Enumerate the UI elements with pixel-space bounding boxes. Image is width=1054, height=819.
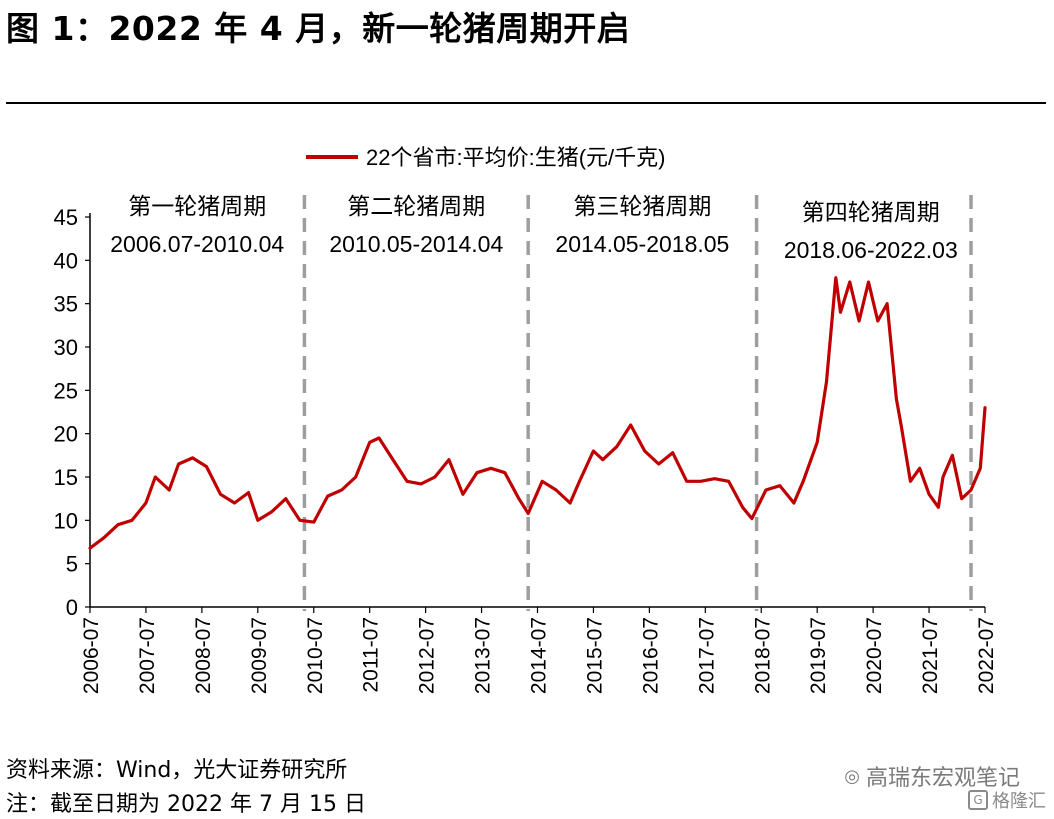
y-tick-label: 40 [54, 248, 78, 273]
x-tick-label: 2019-07 [807, 617, 830, 694]
brand-logo-icon: G [968, 790, 988, 810]
line-chart: 22个省市:平均价:生猪(元/千克) 第一轮猪周期 2006.07-2010.04… [54, 145, 998, 694]
chart-axes: 0 5 10 15 20 25 30 35 40 45 2006-07 2007-07 2008-07 2… [54, 205, 998, 694]
x-tick-label: 2009-07 [248, 617, 271, 694]
x-tick-label: 2014-07 [528, 617, 551, 694]
x-tick-label: 2011-07 [360, 617, 383, 693]
series-line-pig-price [88, 276, 987, 550]
date-note: 注：截至日期为 2022 年 7 月 15 日 [6, 792, 366, 817]
x-tick-label: 2020-07 [863, 617, 886, 694]
x-tick-label: 2017-07 [695, 617, 718, 694]
cycle-range-label: 2018.06-2022.03 [784, 237, 958, 263]
brand-name: 格隆汇 [992, 791, 1046, 812]
x-tick-label: 2022-07 [975, 617, 998, 694]
x-tick-label: 2007-07 [136, 617, 159, 694]
legend-label: 22个省市:平均价:生猪(元/千克) [366, 145, 665, 170]
x-tick-label: 2013-07 [472, 617, 495, 694]
x-tick-label: 2018-07 [751, 617, 774, 694]
source-note: 资料来源：Wind，光大证券研究所 [6, 758, 348, 783]
cycle-name-label: 第一轮猪周期 [128, 193, 266, 219]
x-tick-label: 2016-07 [639, 617, 662, 694]
cycle-name-label: 第二轮猪周期 [347, 193, 485, 219]
x-tick-label: 2015-07 [583, 617, 606, 694]
y-tick-label: 0 [66, 595, 78, 620]
y-tick-label: 20 [54, 422, 78, 447]
wechat-watermark: ◎ 高瑞东宏观笔记 [844, 760, 1020, 792]
cycle-name-label: 第三轮猪周期 [573, 193, 711, 219]
chart-legend: 22个省市:平均价:生猪(元/千克) [306, 145, 665, 170]
y-tick-label: 45 [54, 205, 78, 230]
y-tick-label: 15 [54, 465, 78, 490]
wechat-icon: ◎ [844, 765, 860, 787]
cycle-range-label: 2014.05-2018.05 [555, 231, 729, 257]
figure-title: 图 1：2022 年 4 月，新一轮猪周期开启 [6, 9, 631, 48]
x-tick-label: 2021-07 [919, 617, 942, 694]
y-tick-label: 10 [54, 508, 78, 533]
series-layer [88, 276, 987, 550]
cycle-name-label: 第四轮猪周期 [802, 199, 940, 225]
y-tick-label: 5 [66, 552, 78, 577]
x-tick-label: 2012-07 [416, 617, 439, 694]
x-tick-label: 2008-07 [192, 617, 215, 694]
cycle-range-label: 2010.05-2014.04 [329, 231, 503, 257]
y-tick-label: 30 [54, 335, 78, 360]
title-rule [6, 102, 1046, 104]
y-tick-label: 35 [54, 292, 78, 317]
x-tick-label: 2010-07 [304, 617, 327, 694]
watermark-name: 高瑞东宏观笔记 [865, 766, 1020, 791]
y-tick-label: 25 [54, 378, 78, 403]
cycle-range-label: 2006.07-2010.04 [110, 231, 284, 257]
x-tick-label: 2006-07 [80, 617, 103, 694]
cycle-labels: 第一轮猪周期 2006.07-2010.04 第二轮猪周期 2010.05-2014.… [110, 193, 958, 263]
cycle-dividers [302, 195, 973, 611]
brand-watermark: G 格隆汇 [968, 787, 1046, 813]
